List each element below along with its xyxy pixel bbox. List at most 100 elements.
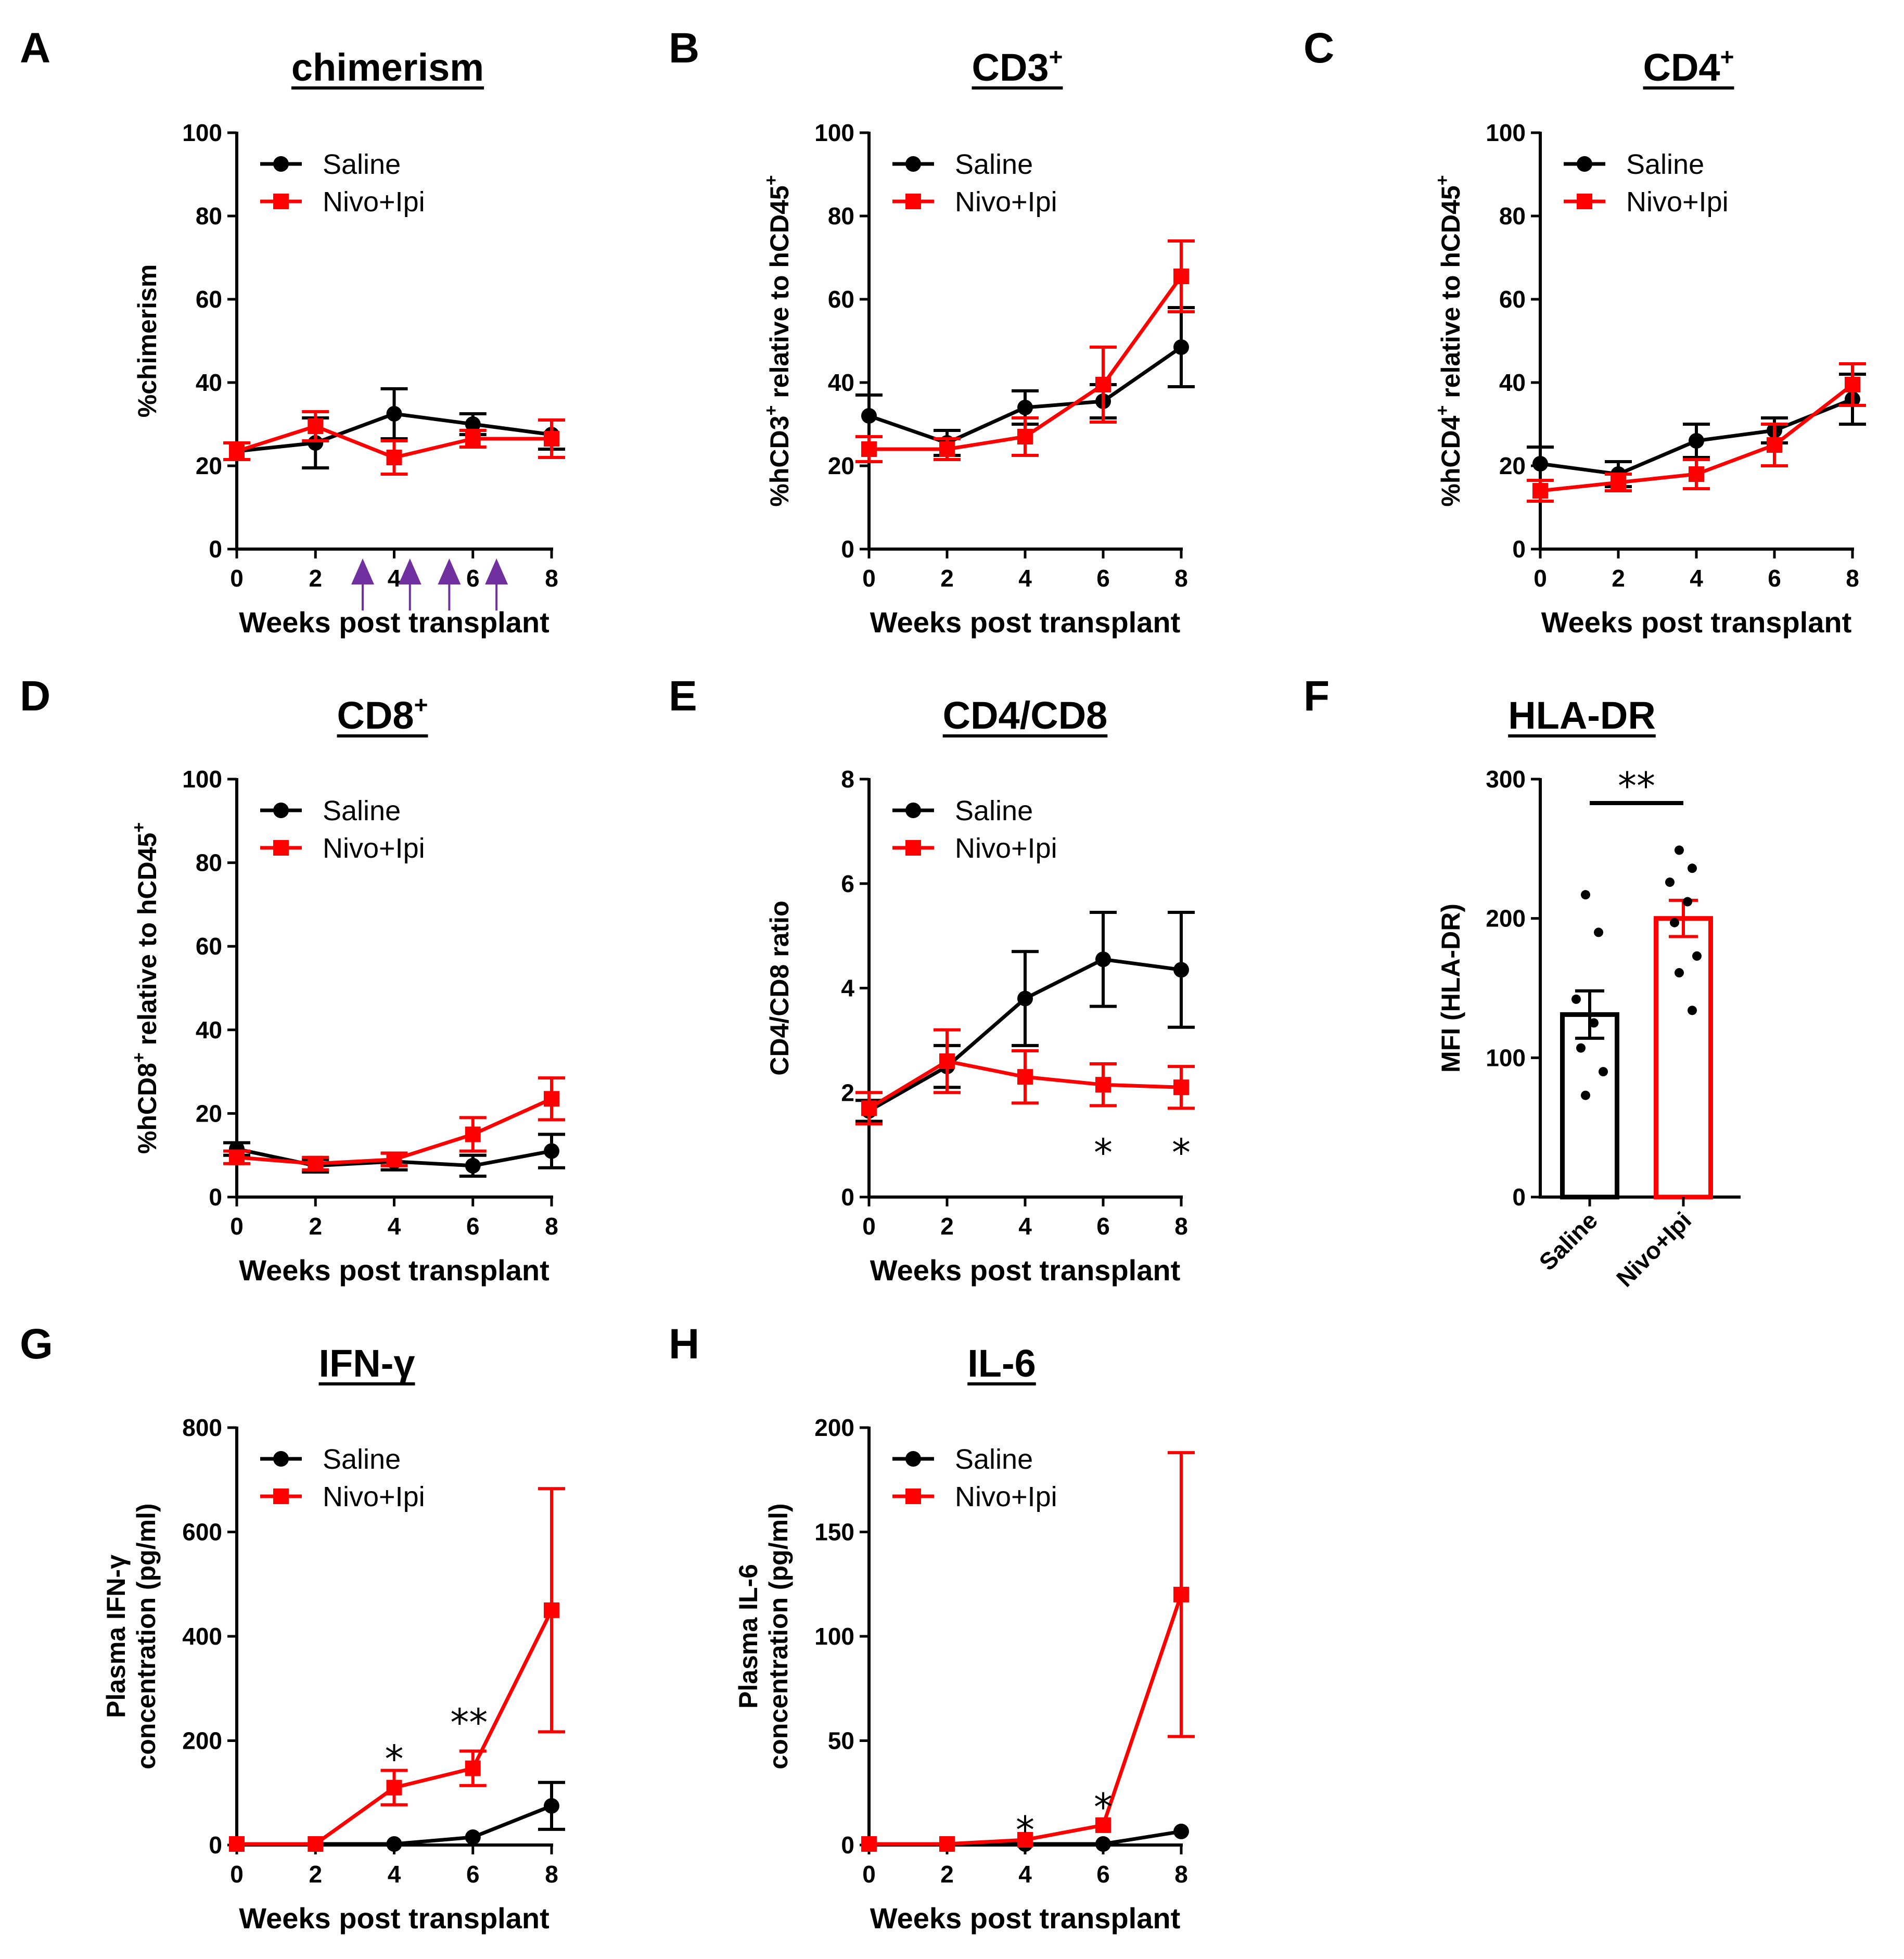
individual-data-point: [1675, 968, 1684, 978]
y-tick-label: 0: [841, 1184, 854, 1211]
y-axis-label-text: %hCD8: [133, 1063, 162, 1154]
x-tick-label: 0: [862, 1213, 876, 1240]
data-point: [544, 1143, 559, 1159]
data-point: [1017, 1831, 1033, 1848]
panel-e: E CD4/CD8 0 2 4 6 8 0 2 4 6 8 Weeks post transplant C…: [669, 672, 1195, 1287]
data-point: [1017, 1069, 1033, 1085]
legend-label: Saline: [323, 149, 401, 180]
y-tick-label: 40: [1499, 369, 1526, 396]
legend-marker: [905, 803, 921, 818]
data-point: [939, 1053, 955, 1070]
y-tick-label: 80: [196, 202, 222, 230]
legend-marker: [273, 156, 289, 172]
x-tick-label: 6: [1096, 565, 1110, 592]
individual-data-point: [1692, 951, 1702, 961]
data-point: [1173, 1586, 1189, 1602]
x-tick-label: 6: [1096, 1861, 1110, 1888]
x-axis-label: Weeks post transplant: [1541, 606, 1851, 639]
y-axis-label: %hCD4+ relative to hCD45+: [1433, 175, 1465, 506]
y-axis-label-line: concentration (pg/ml): [132, 1503, 161, 1769]
data-point: [1767, 437, 1782, 453]
panel-f: F HLA-DR 0 100 200 300 MFI (HLA-DR) Saline Nivo+…: [1304, 672, 1741, 1292]
y-tick-label: 100: [182, 119, 222, 146]
bar: [1654, 916, 1713, 1200]
y-tick-label: 400: [182, 1623, 222, 1650]
series-line: [869, 1594, 1183, 1846]
chart-title: chimerism: [291, 46, 484, 89]
significance-marker: **: [450, 1700, 488, 1744]
chart-title: CD8+: [337, 691, 428, 737]
data-point: [308, 435, 324, 451]
data-point: [1173, 1079, 1189, 1096]
individual-data-point: [1675, 845, 1684, 855]
panel-letter: F: [1304, 672, 1330, 720]
y-axis-label-superscript: +: [129, 822, 149, 833]
y-tick-label: 60: [196, 933, 222, 960]
chart-title: CD4/CD8: [943, 694, 1108, 737]
data-point: [544, 1091, 559, 1107]
series-nivo-ipi: [861, 1451, 1195, 1852]
y-tick-label: 800: [182, 1414, 222, 1441]
individual-data-point: [1688, 1006, 1697, 1015]
series-nivo-ipi: [223, 1076, 565, 1172]
chart-title: CD3+: [972, 43, 1063, 89]
individual-data-point: [1688, 863, 1697, 873]
data-point: [1689, 433, 1704, 449]
y-axis-label: %hCD8+ relative to hCD45+: [129, 822, 162, 1154]
chart-title-text: CD4: [1643, 46, 1720, 89]
x-tick-label: 4: [388, 1861, 401, 1888]
legend-marker: [905, 1451, 921, 1467]
x-tick-label: 2: [1612, 565, 1625, 592]
panel-h: H IL-6 0 50 100 150 200 0 2 4 6 8 Weeks post transpl…: [669, 1320, 1195, 1935]
y-tick-label: 60: [828, 286, 854, 313]
data-point: [386, 1779, 402, 1796]
data-point: [386, 1151, 402, 1167]
x-tick-label: Nivo+Ipi: [1611, 1206, 1696, 1292]
y-axis-label: %chimerism: [133, 264, 162, 418]
y-tick-label: 40: [196, 1016, 222, 1044]
x-tick-label: 4: [1690, 565, 1703, 592]
panel-letter: D: [20, 672, 50, 720]
chart-title-text: IFN-γ: [319, 1342, 415, 1385]
y-axis-label-superscript: +: [761, 175, 781, 185]
y-tick-label: 100: [1486, 119, 1526, 146]
chart-title: IL-6: [967, 1342, 1036, 1385]
data-point: [1611, 475, 1626, 490]
data-point: [1173, 339, 1189, 355]
x-tick-label: 4: [1018, 1213, 1032, 1240]
legend-label: Saline: [323, 795, 401, 826]
dosing-arrow-head: [351, 558, 374, 584]
y-tick-label: 60: [196, 286, 222, 313]
y-axis-label-superscript: +: [1433, 175, 1452, 185]
x-tick-label: 6: [466, 565, 480, 592]
y-axis-label-text: relative to hCD45: [133, 833, 162, 1052]
panel-letter: A: [20, 24, 50, 72]
y-axis-label: MFI (HLA-DR): [1436, 904, 1465, 1073]
data-point: [861, 408, 877, 424]
series-nivo-ipi: [229, 1487, 565, 1852]
data-point: [229, 1149, 245, 1165]
individual-data-point: [1581, 890, 1590, 900]
y-tick-label: 40: [828, 369, 854, 396]
data-point: [308, 1836, 324, 1852]
legend-marker: [905, 840, 921, 856]
legend-label: Nivo+Ipi: [1626, 186, 1729, 218]
data-point: [1095, 1817, 1111, 1833]
individual-data-point: [1576, 1043, 1586, 1053]
series-line: [237, 1609, 554, 1846]
panel-letter: G: [20, 1320, 53, 1368]
dosing-arrow-head: [485, 558, 508, 584]
series-nivo-ipi: [855, 1028, 1195, 1126]
x-tick-label: 8: [545, 1213, 558, 1240]
legend-label: Nivo+Ipi: [323, 833, 425, 864]
legend-label: Saline: [955, 795, 1033, 826]
y-tick-label: 0: [209, 1831, 222, 1859]
y-tick-label: 0: [1512, 536, 1526, 563]
x-tick-label: 2: [309, 1213, 322, 1240]
data-point: [386, 450, 402, 465]
y-tick-label: 4: [841, 975, 854, 1002]
x-tick-label: 6: [466, 1861, 480, 1888]
x-axis-label: Weeks post transplant: [239, 606, 549, 639]
legend-marker: [273, 840, 289, 856]
